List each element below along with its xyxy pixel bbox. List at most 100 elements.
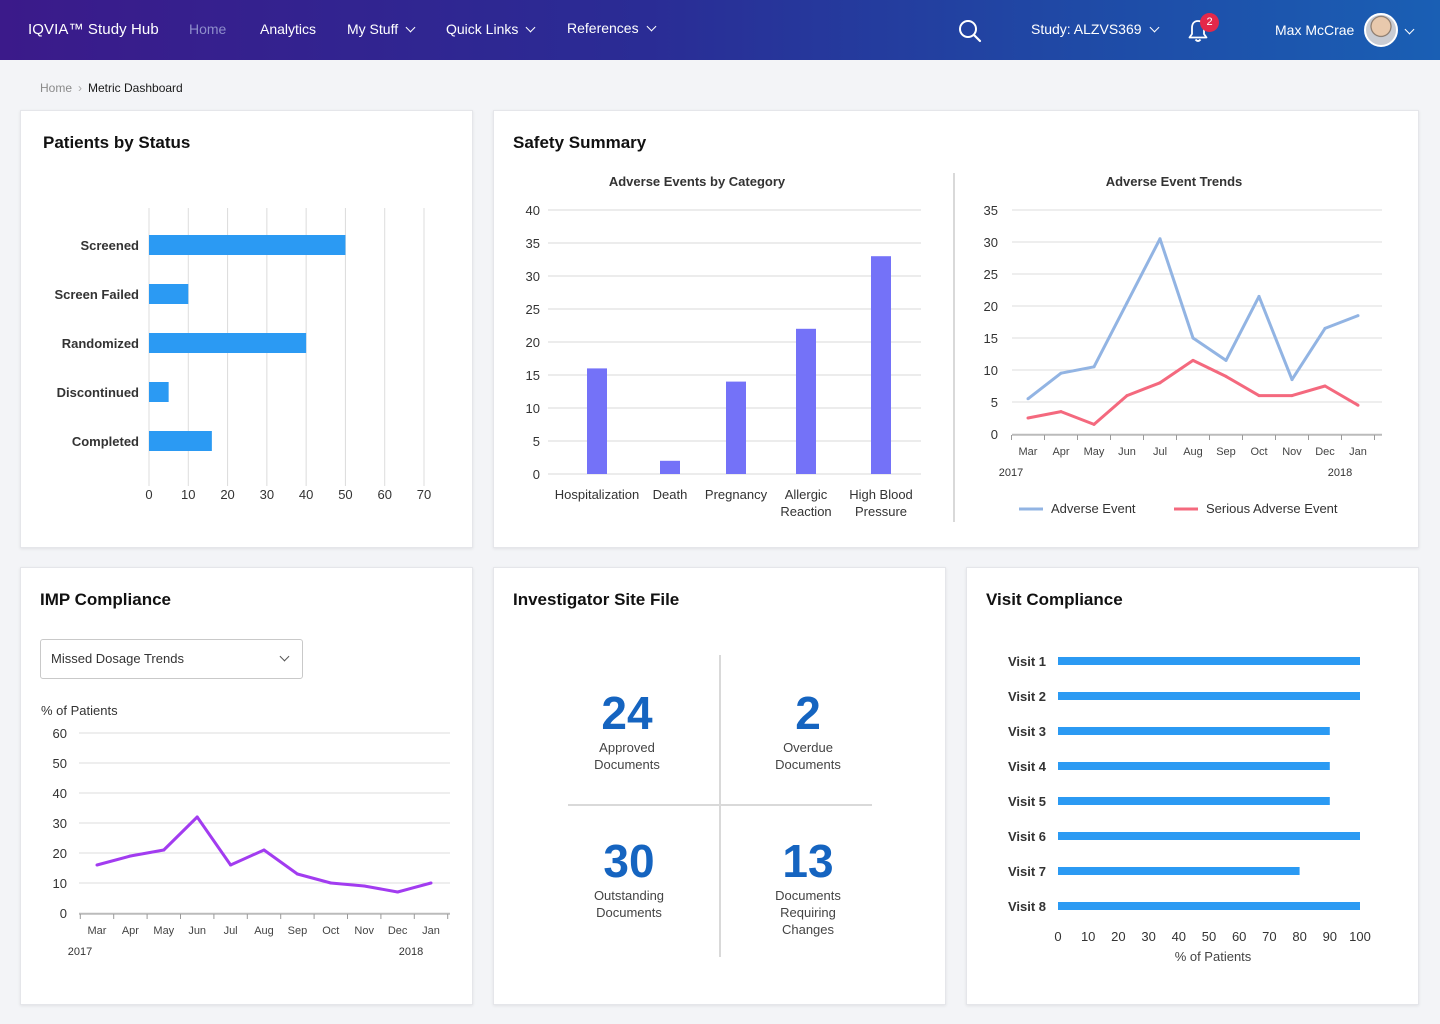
x-tick-label: Jan — [422, 925, 440, 937]
data-point — [1125, 394, 1129, 398]
chevron-down-icon — [525, 22, 536, 33]
avatar[interactable] — [1364, 13, 1398, 47]
data-point — [1356, 314, 1360, 318]
data-point — [1191, 336, 1195, 340]
x-tick-label: Jul — [1153, 446, 1167, 458]
year-label: 2017 — [999, 467, 1023, 479]
nav-home[interactable]: Home — [189, 21, 226, 37]
chart-title: Adverse Events by Category — [609, 174, 786, 189]
safety-summary-card: Safety Summary Adverse Events by Categor… — [493, 110, 1419, 548]
x-axis-title: % of Patients — [1175, 949, 1252, 964]
category-label: Visit 5 — [1008, 794, 1046, 809]
x-tick-label: Oct — [1250, 446, 1267, 458]
y-tick-label: 40 — [526, 203, 540, 218]
label-line: Documents — [594, 757, 660, 772]
data-point — [362, 884, 366, 888]
nav-quick-links[interactable]: Quick Links — [446, 21, 536, 37]
bar — [1058, 867, 1300, 875]
user-name[interactable]: Max McCrae — [1275, 22, 1355, 38]
data-point — [195, 815, 199, 819]
bar — [660, 460, 680, 474]
x-tick-label: Sep — [288, 925, 308, 937]
overdue-documents-label: Overdue Documents — [728, 739, 888, 773]
breadcrumb: Home › Metric Dashboard — [40, 81, 183, 95]
y-tick-label: 10 — [526, 401, 540, 416]
x-tick-label: 0 — [145, 487, 152, 502]
x-tick-label: 40 — [299, 487, 313, 502]
card-title: Safety Summary — [513, 133, 647, 152]
data-point — [1224, 374, 1228, 378]
bar — [726, 381, 746, 474]
data-point — [1323, 326, 1327, 330]
data-point — [1257, 294, 1261, 298]
data-point — [162, 848, 166, 852]
chart-type-dropdown[interactable]: Missed Dosage Trends — [40, 639, 303, 679]
y-tick-label: 25 — [984, 267, 998, 282]
data-point — [1356, 403, 1360, 407]
chevron-down-icon — [646, 21, 657, 32]
study-selector[interactable]: Study: ALZVS369 — [1031, 21, 1159, 37]
nav-analytics[interactable]: Analytics — [260, 21, 316, 37]
breadcrumb-home[interactable]: Home — [40, 81, 73, 95]
dropdown-value: Missed Dosage Trends — [51, 651, 184, 666]
category-label: Allergic — [785, 487, 828, 502]
y-tick-label: 5 — [991, 395, 998, 410]
adverse-events-by-category-chart: Adverse Events by Category 0 5 10 15 20 25 30 35… — [526, 174, 921, 519]
x-tick-label: 20 — [1111, 929, 1125, 944]
app-brand[interactable]: IQVIA™ Study Hub — [28, 21, 159, 38]
x-tick-label: 60 — [377, 487, 391, 502]
chart-title: Adverse Event Trends — [1106, 174, 1243, 189]
card-title: Patients by Status — [43, 133, 191, 152]
divider — [568, 804, 872, 806]
nav-references[interactable]: References — [567, 20, 657, 36]
data-point — [229, 863, 233, 867]
data-point — [128, 854, 132, 858]
data-point — [1026, 416, 1030, 420]
patients-by-status-chart: 0 10 20 30 40 50 60 70 Screened Screen Failed Rand… — [54, 208, 431, 502]
y-tick-label: 35 — [984, 203, 998, 218]
study-selector-label: Study: ALZVS369 — [1031, 21, 1142, 37]
chevron-down-icon[interactable] — [1404, 24, 1415, 35]
year-label: 2017 — [68, 946, 92, 958]
label-line: Overdue — [783, 740, 833, 755]
category-label: Completed — [72, 434, 139, 449]
y-tick-label: 15 — [984, 331, 998, 346]
x-tick-label: Jan — [1349, 446, 1367, 458]
divider — [719, 655, 721, 957]
x-tick-label: Apr — [122, 925, 139, 937]
outstanding-documents-count[interactable]: 30 — [603, 835, 655, 887]
documents-requiring-changes-count[interactable]: 13 — [782, 835, 834, 887]
visit-compliance-card: Visit Compliance Visit 1 Visit 2 Visit 3 Vi… — [966, 567, 1419, 1005]
x-tick-label: 100 — [1349, 929, 1371, 944]
y-tick-label: 50 — [53, 756, 67, 771]
x-tick-label: 80 — [1292, 929, 1306, 944]
data-point — [1059, 371, 1063, 375]
data-point — [1158, 381, 1162, 385]
nav-my-stuff[interactable]: My Stuff — [347, 21, 416, 37]
bar — [1058, 657, 1360, 665]
category-label: Visit 3 — [1008, 724, 1046, 739]
category-label: Visit 4 — [1008, 759, 1047, 774]
x-tick-label: 30 — [1141, 929, 1155, 944]
x-tick-label: 50 — [338, 487, 352, 502]
y-tick-label: 25 — [526, 302, 540, 317]
bar — [1058, 762, 1330, 770]
legend-label: Adverse Event — [1051, 501, 1136, 516]
card-title: Visit Compliance — [986, 590, 1123, 609]
x-tick-label: 90 — [1323, 929, 1337, 944]
chevron-down-icon — [279, 651, 290, 662]
approved-documents-count[interactable]: 24 — [601, 687, 653, 739]
x-tick-label: 10 — [1081, 929, 1095, 944]
data-point — [1092, 365, 1096, 369]
x-tick-label: Jul — [224, 925, 238, 937]
missed-dosage-trends-chart: % of Patients 0 10 20 30 40 50 60 Mar Apr May Jun Ju… — [41, 703, 450, 958]
breadcrumb-separator: › — [78, 81, 83, 95]
bar — [149, 284, 189, 304]
x-tick-label: 60 — [1232, 929, 1246, 944]
search-icon[interactable] — [958, 19, 982, 43]
label-line: Changes — [781, 922, 835, 937]
overdue-documents-count[interactable]: 2 — [795, 687, 821, 739]
label-line: Documents — [775, 757, 841, 772]
x-tick-label: 70 — [1262, 929, 1276, 944]
data-point — [95, 863, 99, 867]
